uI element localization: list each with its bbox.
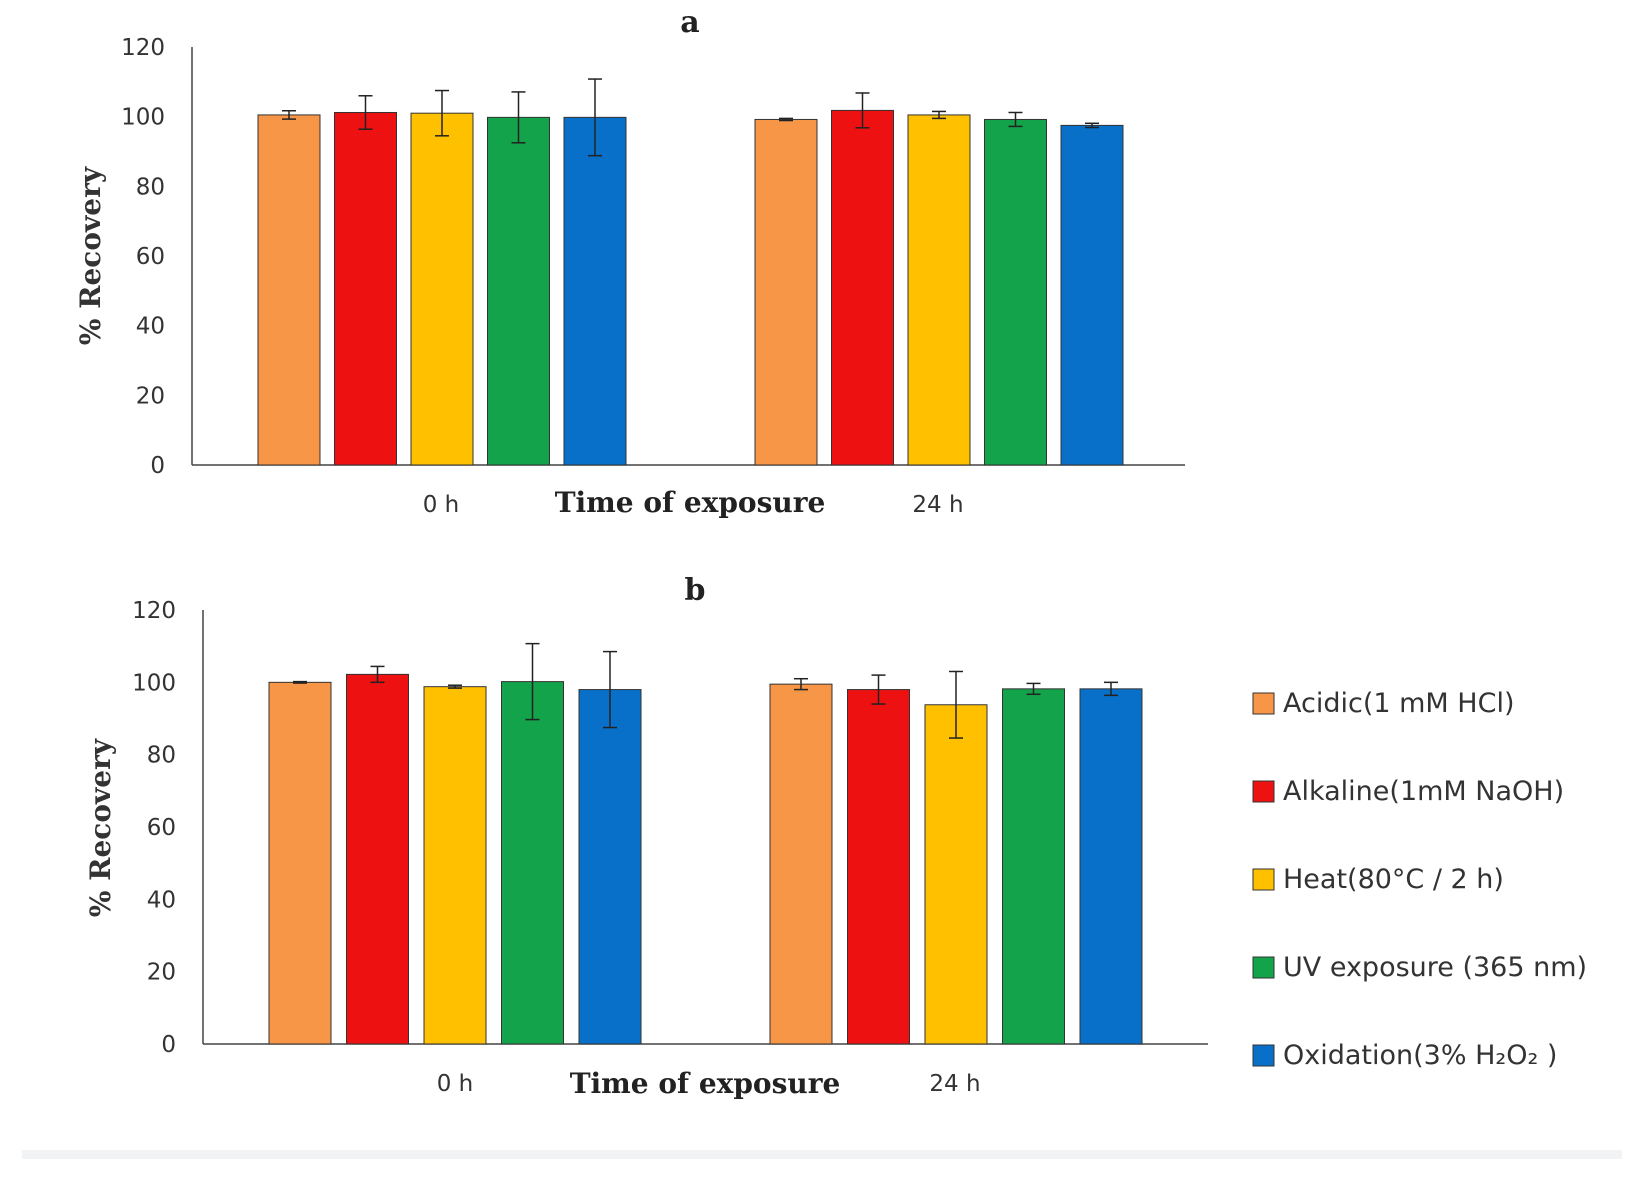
bar-b-1-4 bbox=[1079, 688, 1143, 1045]
bar-a-0-0 bbox=[257, 114, 321, 466]
legend-swatch bbox=[1252, 1044, 1275, 1067]
legend-swatch bbox=[1252, 780, 1275, 803]
x-category-label: 0 h bbox=[423, 492, 460, 518]
y-tick-label: 120 bbox=[121, 35, 165, 61]
bar-a-0-1 bbox=[334, 111, 397, 466]
chart-title: b bbox=[685, 573, 706, 608]
chart-panel-b: b 0 20 40 60 80 100 120 % Recovery 0 h 24 h Time of… bbox=[84, 573, 1587, 1100]
bar-b-0-1 bbox=[346, 673, 409, 1045]
y-tick-label: 80 bbox=[147, 743, 176, 769]
legend-label: Oxidation(3% H₂O₂ ) bbox=[1283, 1040, 1557, 1071]
y-tick-label: 40 bbox=[136, 314, 165, 340]
bar-b-0-4 bbox=[578, 689, 642, 1045]
bar-a-1-4 bbox=[1060, 124, 1124, 466]
x-axis-label: Time of exposure bbox=[555, 486, 826, 519]
bar-a-0-2 bbox=[410, 112, 474, 466]
y-tick-label: 20 bbox=[136, 383, 165, 409]
bar-a-1-2 bbox=[907, 114, 971, 466]
y-tick-label: 120 bbox=[132, 598, 176, 624]
legend-swatch bbox=[1252, 692, 1275, 715]
bar-b-1-1 bbox=[847, 689, 910, 1045]
y-tick-label: 60 bbox=[136, 244, 165, 270]
y-tick-label: 0 bbox=[150, 453, 165, 479]
chart-panel-a: a 0 20 40 60 80 100 120 % Recovery 0 h 24 h Time of… bbox=[74, 5, 1185, 519]
y-tick-label: 40 bbox=[147, 887, 176, 913]
x-category-label: 24 h bbox=[912, 492, 963, 518]
bar-a-1-0 bbox=[754, 118, 818, 466]
y-tick-label: 80 bbox=[136, 174, 165, 200]
bar-b-1-0 bbox=[769, 683, 833, 1045]
legend-label: Heat(80°C / 2 h) bbox=[1283, 864, 1504, 895]
bar-a-1-3 bbox=[984, 118, 1047, 466]
bar-a-1-1 bbox=[831, 109, 894, 466]
legend-label: UV exposure (365 nm) bbox=[1283, 952, 1587, 983]
y-axis-label: % Recovery bbox=[84, 738, 117, 917]
legend-swatch bbox=[1252, 868, 1275, 891]
bar-b-1-2 bbox=[924, 704, 988, 1045]
chart-title: a bbox=[680, 5, 699, 40]
x-category-label: 0 h bbox=[437, 1071, 474, 1097]
bar-a-0-4 bbox=[563, 116, 627, 466]
y-tick-label: 20 bbox=[147, 960, 176, 986]
x-category-label: 24 h bbox=[929, 1071, 980, 1097]
bottom-divider-strip bbox=[22, 1150, 1622, 1159]
legend-swatch bbox=[1252, 956, 1275, 979]
y-tick-label: 0 bbox=[161, 1032, 176, 1058]
legend-label: Acidic(1 mM HCl) bbox=[1283, 688, 1515, 719]
x-axis-label: Time of exposure bbox=[570, 1067, 841, 1100]
legend: Acidic(1 mM HCl) Alkaline(1mM NaOH) Heat(8… bbox=[1252, 688, 1587, 1071]
bar-b-0-2 bbox=[423, 686, 487, 1045]
legend-label: Alkaline(1mM NaOH) bbox=[1283, 776, 1564, 807]
y-tick-label: 60 bbox=[147, 815, 176, 841]
y-axis-label: % Recovery bbox=[74, 166, 107, 345]
y-tick-label: 100 bbox=[121, 105, 165, 131]
bar-a-0-3 bbox=[487, 116, 550, 466]
y-tick-label: 100 bbox=[132, 670, 176, 696]
bar-b-0-0 bbox=[268, 681, 332, 1045]
bar-b-1-3 bbox=[1002, 688, 1065, 1045]
bar-b-0-3 bbox=[501, 681, 564, 1045]
